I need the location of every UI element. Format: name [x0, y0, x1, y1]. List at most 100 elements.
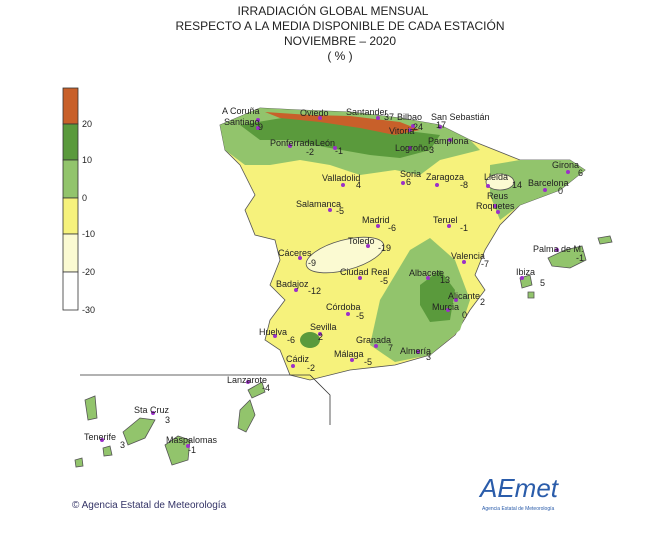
station-dot	[256, 126, 260, 130]
station-name: Ponferrada	[270, 138, 315, 148]
legend-label: -10	[82, 229, 95, 239]
station-dot	[350, 358, 354, 362]
station-value: 14	[512, 180, 522, 190]
station-dot	[454, 298, 458, 302]
station-name: Salamanca	[296, 199, 341, 209]
station-dot	[374, 344, 378, 348]
station-dot	[100, 438, 104, 442]
station-value: -6	[388, 223, 396, 233]
station-value: 37	[384, 112, 394, 122]
station-name: Albacete	[409, 268, 444, 278]
station-value: 6	[406, 177, 411, 187]
station-name: Valencia	[451, 251, 485, 261]
legend-label: 20	[82, 119, 92, 129]
station-value: -6	[287, 335, 295, 345]
station-name: Lleida	[484, 172, 508, 182]
legend-label: -30	[82, 305, 95, 315]
station-name: Córdoba	[326, 302, 361, 312]
station-name: Logroño	[395, 143, 428, 153]
station-value: 9	[258, 122, 263, 132]
station-value: -12	[308, 286, 321, 296]
station-value: 3	[165, 415, 170, 425]
station-name: Zaragoza	[426, 172, 464, 182]
canary-islands	[74, 374, 331, 468]
station-value: 6	[578, 168, 583, 178]
legend-label: 10	[82, 155, 92, 165]
station-dot	[376, 116, 380, 120]
station-dot	[435, 183, 439, 187]
station-value: -9	[308, 258, 316, 268]
station-value: 13	[440, 275, 450, 285]
station-dot	[493, 204, 497, 208]
station-dot	[411, 124, 415, 128]
station-dot	[376, 224, 380, 228]
station-name: Huelva	[259, 327, 287, 337]
station-name: Cádiz	[286, 354, 310, 364]
station-name: A Coruña	[222, 106, 260, 116]
station-dot	[408, 146, 412, 150]
station-name: Tenerife	[84, 432, 116, 442]
station-name: Santiago	[224, 117, 260, 127]
station-name: Cáceres	[278, 248, 312, 258]
station-name: San Sebastián	[431, 112, 490, 122]
logo: AEmet	[478, 473, 560, 503]
station-dot	[341, 183, 345, 187]
station-dot	[291, 364, 295, 368]
station-dot	[486, 184, 490, 188]
station-dot	[333, 146, 337, 150]
station-dot	[246, 380, 250, 384]
station-value: 4	[0, 0, 5, 2]
station-value: -1	[335, 146, 343, 156]
station-value: -4	[262, 383, 270, 393]
station-value: -5	[356, 311, 364, 321]
station-name: Toledo	[348, 236, 375, 246]
title: RESPECTO A LA MEDIA DISPONIBLE DE CADA E…	[176, 18, 505, 33]
station-dot	[256, 118, 260, 122]
station-value: -5	[364, 357, 372, 367]
station-name: León	[315, 138, 335, 148]
station-value: 7	[388, 343, 393, 353]
station-value: -1	[460, 223, 468, 233]
station-name: Palma de M.	[533, 244, 584, 254]
station-name: Reus	[487, 191, 509, 201]
station-dot	[151, 411, 155, 415]
station-name: Granada	[356, 335, 391, 345]
station-dot	[496, 210, 500, 214]
station-dot	[346, 312, 350, 316]
station-name: Barcelona	[528, 178, 569, 188]
islands	[519, 235, 613, 299]
station-name: Almería	[400, 346, 431, 356]
station-dot	[294, 288, 298, 292]
station-dot	[416, 350, 420, 354]
station-name: Madrid	[362, 215, 390, 225]
station-name: Girona	[552, 160, 579, 170]
station-dot	[555, 248, 559, 252]
station-value: 4	[356, 180, 361, 190]
station-name: Badajoz	[276, 279, 309, 289]
station-dot	[401, 181, 405, 185]
station-value: 24	[413, 122, 423, 132]
station-name: Bilbao	[397, 112, 422, 122]
station-dot	[446, 308, 450, 312]
station-dot	[328, 208, 332, 212]
station-dot	[543, 188, 547, 192]
station-name: Sevilla	[310, 322, 337, 332]
station-dot	[462, 260, 466, 264]
station-dot	[448, 138, 452, 142]
station-value: -5	[336, 206, 344, 216]
station-name: Sta Cruz	[134, 405, 170, 415]
station-value: -5	[380, 276, 388, 286]
legend-label: 0	[82, 193, 87, 203]
station-dot	[520, 276, 524, 280]
station-dot	[426, 276, 430, 280]
station-dot	[273, 334, 277, 338]
station-name: Maspalomas	[166, 435, 218, 445]
station-name: Valladolid	[322, 173, 360, 183]
station-dot	[366, 244, 370, 248]
station-value: -7	[481, 259, 489, 269]
title: ( % )	[327, 49, 352, 63]
station-value: 2	[480, 297, 485, 307]
station-value: 5	[540, 278, 545, 288]
